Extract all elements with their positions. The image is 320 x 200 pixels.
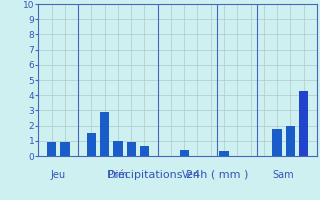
Bar: [220, 151, 229, 156]
Bar: [140, 146, 149, 156]
Bar: [127, 142, 136, 156]
Bar: [47, 142, 56, 156]
Bar: [180, 150, 189, 156]
Text: Ven: Ven: [182, 170, 200, 180]
Text: Sam: Sam: [273, 170, 294, 180]
Bar: [100, 112, 109, 156]
Bar: [60, 142, 69, 156]
Text: Dim: Dim: [108, 170, 128, 180]
X-axis label: Précipitations 24h ( mm ): Précipitations 24h ( mm ): [107, 170, 248, 180]
Bar: [113, 141, 123, 156]
Bar: [87, 133, 96, 156]
Text: Jeu: Jeu: [51, 170, 66, 180]
Bar: [286, 126, 295, 156]
Bar: [299, 91, 308, 156]
Bar: [272, 129, 282, 156]
